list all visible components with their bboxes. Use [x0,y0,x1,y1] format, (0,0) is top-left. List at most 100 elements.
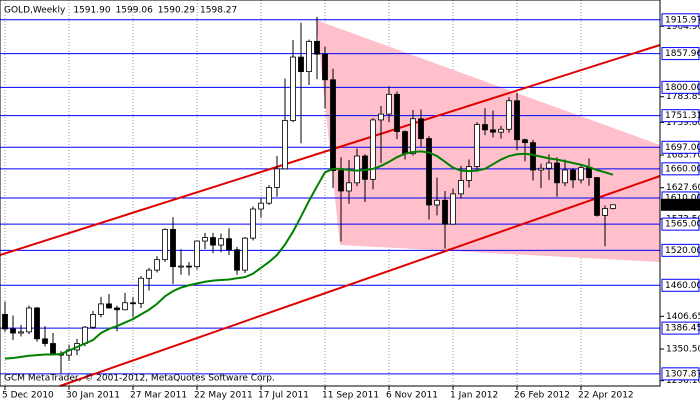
plot-frame [0,0,661,387]
candle-body [466,166,472,181]
level-label-box [661,321,700,335]
header-price: 1598.27 [200,6,237,16]
candle-body [114,307,120,311]
levels [0,19,660,375]
candle-body [498,128,504,133]
header-price: 1599.06 [116,6,153,16]
candle-body [274,168,280,188]
candle-body [530,142,536,171]
header-price: 1591.90 [73,6,110,16]
level-label: 1915.97 [665,15,700,25]
level-label: 1565.00 [665,220,700,230]
candle-body [482,124,488,131]
candle-body [306,40,312,73]
candle-body [378,113,384,121]
level-label-box [661,367,700,381]
level-label: 1660.00 [665,164,700,174]
candle-body [226,238,232,251]
candle-body [330,79,336,171]
y-tick-label: 1783.85 [666,92,700,102]
candle-body [426,138,432,206]
candle-body [138,277,144,304]
header-symbol: GOLD,Weekly [4,6,66,16]
candle-body [234,249,240,271]
level-label: 1610.00 [665,193,700,203]
level-label-box [661,109,700,123]
candle-body [322,53,328,81]
level-label-box [661,162,700,176]
x-tick-label: 1 Jan 2012 [450,391,498,401]
candle-body [178,265,184,268]
candle-body [90,313,96,328]
level-label-box [661,278,700,292]
x-tick-label: 22 Apr 2012 [578,391,634,401]
y-tick-label: 1904.90 [666,22,700,32]
candle-body [434,199,440,206]
y-tick-label: 1739.80 [666,118,700,128]
candle-body [474,124,480,167]
candle-body [594,177,600,216]
candle-body [338,170,344,192]
candle-body [290,56,296,121]
candle-body [154,259,160,271]
y-tick-label: 1683.70 [666,151,700,161]
last-price-box [661,198,700,211]
candle-body [2,313,8,330]
x-tick-label: 26 Feb 2012 [514,391,570,401]
level-label: 1800.00 [665,83,700,93]
x-tick-label: 5 Dec 2010 [2,391,54,401]
level-label-box [661,47,700,61]
y-tick-label: 1350.50 [666,345,700,355]
candle-body [170,228,176,268]
candle-body [490,129,496,133]
candle-body [354,155,360,184]
candle-body [554,162,560,184]
channel-upper [0,44,661,256]
axis: 5 Dec 2010 30 Jan 2011 27 Mar 2011 22 May 2… [2,13,700,401]
candle-body [362,155,368,180]
x-tick-label: 11 Sep 2011 [322,391,379,401]
candle-body [562,169,568,184]
moving-average [4,150,614,360]
x-tick-label: 27 Mar 2011 [130,391,187,401]
ma-line [4,150,614,360]
candle-body [402,131,408,155]
candle-body [418,118,424,139]
candle-body [314,40,320,55]
candle-body [538,167,544,171]
candle-body [386,93,392,115]
candle-body [162,228,168,261]
last-price-label: 1598.27 [664,200,700,210]
candle-body [218,238,224,246]
level-label: 1857.96 [665,49,700,59]
candle-body [130,302,136,305]
triangle-object [316,20,660,262]
candle-body [442,199,448,225]
candle-body [298,56,304,73]
level-label: 1386.45 [665,324,700,334]
level-label-box [661,13,700,27]
level-label: 1520.00 [665,246,700,256]
x-tick-label: 17 Jul 2011 [258,391,309,401]
candle-body [26,307,32,333]
candle-body [18,331,24,334]
candles [2,16,616,374]
candle-body [610,204,616,209]
candle-body [250,208,256,239]
candle-body [242,237,248,271]
candle-body [194,240,200,268]
candle-body [282,120,288,170]
level-label-box [661,80,700,94]
level-label: 1751.31 [665,111,700,121]
candle-body [186,265,192,268]
candle-body [98,303,104,315]
candle-body [258,202,264,210]
candle-body [266,187,272,204]
candle-body [146,269,152,279]
level-label-box [661,243,700,257]
candle-body [10,328,16,334]
candle-body [522,139,528,144]
y-tick-label: 1296.10 [666,376,700,386]
